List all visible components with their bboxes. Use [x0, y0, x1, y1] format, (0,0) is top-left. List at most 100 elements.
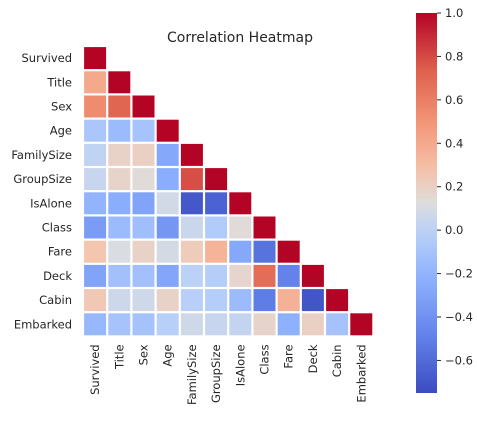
y-tick-label-Survived: Survived	[22, 51, 73, 65]
heatmap-cell-Fare-Survived	[84, 240, 107, 263]
chart-title: Correlation Heatmap	[167, 30, 313, 46]
heatmap-cell-IsAlone-Title	[108, 192, 131, 215]
heatmap-cell-Embarked-IsAlone	[229, 313, 252, 336]
heatmap-cell-Sex-Title	[108, 95, 131, 118]
colorbar-tick-label: 0.2	[445, 180, 463, 194]
x-tick-label-Title: Title	[112, 344, 126, 370]
heatmap-cell-Class-Survived	[84, 216, 107, 239]
heatmap-cell-Title-Title	[108, 71, 131, 94]
x-tick-label-Fare: Fare	[282, 344, 296, 368]
colorbar-ticks: −0.6 −0.4 −0.2 0.0 0.2 0.4 0.6 0.8 1.0	[437, 6, 473, 367]
x-tick-label-FamilySize: FamilySize	[185, 344, 199, 405]
y-tick-label-FamilySize: FamilySize	[11, 148, 72, 162]
heatmap-cell-IsAlone-Survived	[84, 192, 107, 215]
heatmap-cell-Class-GroupSize	[205, 216, 228, 239]
x-tick-label-Embarked: Embarked	[354, 344, 368, 402]
heatmap-cell-Class-Sex	[132, 216, 155, 239]
heatmap-cell-Embarked-Deck	[301, 313, 324, 336]
heatmap-cell-Deck-IsAlone	[229, 264, 252, 287]
colorbar: −0.6 −0.4 −0.2 0.0 0.2 0.4 0.6 0.8 1.0	[416, 6, 473, 393]
heatmap-cell-Fare-FamilySize	[180, 240, 203, 263]
x-tick-label-Deck: Deck	[306, 344, 320, 373]
y-tick-label-Sex: Sex	[51, 100, 72, 114]
y-axis-tick-labels: Survived Title Sex Age FamilySize GroupSize Is…	[11, 51, 72, 331]
heatmap-cell-Deck-FamilySize	[180, 264, 203, 287]
heatmap-cell-Fare-GroupSize	[205, 240, 228, 263]
heatmap-cell-Cabin-FamilySize	[180, 289, 203, 312]
heatmap-cell-Cabin-Survived	[84, 289, 107, 312]
heatmap-cell-Class-IsAlone	[229, 216, 252, 239]
heatmap-cell-FamilySize-Survived	[84, 143, 107, 166]
heatmap-cell-Cabin-Age	[156, 289, 179, 312]
x-tick-label-Survived: Survived	[88, 344, 102, 395]
colorbar-tick-label: −0.6	[445, 353, 473, 367]
colorbar-tick-label: 0.6	[445, 93, 463, 107]
heatmap-cell-Embarked-Fare	[277, 313, 300, 336]
heatmap-cells	[84, 47, 373, 336]
y-tick-label-Class: Class	[42, 221, 72, 235]
y-tick-label-Fare: Fare	[48, 245, 72, 259]
heatmap-cell-GroupSize-GroupSize	[205, 168, 228, 191]
y-tick-label-Age: Age	[50, 124, 72, 138]
heatmap-cell-Deck-Deck	[301, 264, 324, 287]
heatmap-cell-Cabin-Cabin	[326, 289, 349, 312]
heatmap-cell-Deck-Age	[156, 264, 179, 287]
x-tick-label-Cabin: Cabin	[330, 344, 344, 377]
heatmap-cell-Age-Sex	[132, 119, 155, 142]
heatmap-cell-Cabin-GroupSize	[205, 289, 228, 312]
heatmap-cell-Embarked-Class	[253, 313, 276, 336]
colorbar-tick-label: 1.0	[445, 6, 463, 20]
heatmap-cell-Survived-Survived	[84, 47, 107, 70]
heatmap-cell-FamilySize-Age	[156, 143, 179, 166]
heatmap-cell-Embarked-Cabin	[326, 313, 349, 336]
heatmap-cell-GroupSize-Age	[156, 168, 179, 191]
heatmap-cell-Age-Age	[156, 119, 179, 142]
heatmap-cell-IsAlone-FamilySize	[180, 192, 203, 215]
heatmap-cell-Age-Title	[108, 119, 131, 142]
heatmap-cell-Embarked-GroupSize	[205, 313, 228, 336]
heatmap-cell-Embarked-FamilySize	[180, 313, 203, 336]
heatmap-cell-GroupSize-Title	[108, 168, 131, 191]
x-tick-label-Age: Age	[161, 344, 175, 366]
heatmap-cell-GroupSize-FamilySize	[180, 168, 203, 191]
x-tick-label-GroupSize: GroupSize	[209, 344, 223, 403]
heatmap-cell-Class-Age	[156, 216, 179, 239]
heatmap-cell-Embarked-Title	[108, 313, 131, 336]
heatmap-cell-Deck-Sex	[132, 264, 155, 287]
heatmap-cell-Fare-Fare	[277, 240, 300, 263]
heatmap-cell-Fare-Class	[253, 240, 276, 263]
heatmap-cell-Embarked-Sex	[132, 313, 155, 336]
heatmap-cell-Class-FamilySize	[180, 216, 203, 239]
y-tick-label-Deck: Deck	[43, 269, 72, 283]
heatmap-cell-Deck-Survived	[84, 264, 107, 287]
heatmap-cell-Title-Survived	[84, 71, 107, 94]
heatmap-cell-Class-Class	[253, 216, 276, 239]
heatmap-cell-IsAlone-GroupSize	[205, 192, 228, 215]
colorbar-gradient	[416, 13, 437, 393]
colorbar-tick-label: 0.4	[445, 136, 463, 150]
heatmap-cell-Deck-Fare	[277, 264, 300, 287]
x-tick-label-IsAlone: IsAlone	[233, 344, 247, 386]
heatmap-cell-Cabin-Class	[253, 289, 276, 312]
x-tick-label-Sex: Sex	[137, 344, 151, 365]
heatmap-cell-GroupSize-Sex	[132, 168, 155, 191]
heatmap-cell-IsAlone-Sex	[132, 192, 155, 215]
heatmap-cell-Cabin-Deck	[301, 289, 324, 312]
heatmap-cell-Cabin-Title	[108, 289, 131, 312]
heatmap-cell-Fare-IsAlone	[229, 240, 252, 263]
heatmap-cell-Embarked-Survived	[84, 313, 107, 336]
colorbar-tick-label: −0.2	[445, 267, 473, 281]
heatmap-cell-Sex-Sex	[132, 95, 155, 118]
y-tick-label-Cabin: Cabin	[39, 293, 72, 307]
heatmap-cell-FamilySize-FamilySize	[180, 143, 203, 166]
heatmap-cell-Class-Title	[108, 216, 131, 239]
heatmap-cell-IsAlone-IsAlone	[229, 192, 252, 215]
heatmap-cell-Fare-Title	[108, 240, 131, 263]
heatmap-cell-IsAlone-Age	[156, 192, 179, 215]
heatmap-cell-Deck-Class	[253, 264, 276, 287]
heatmap-cell-FamilySize-Sex	[132, 143, 155, 166]
heatmap-cell-FamilySize-Title	[108, 143, 131, 166]
colorbar-tick-label: −0.4	[445, 310, 473, 324]
heatmap-cell-Embarked-Embarked	[350, 313, 373, 336]
